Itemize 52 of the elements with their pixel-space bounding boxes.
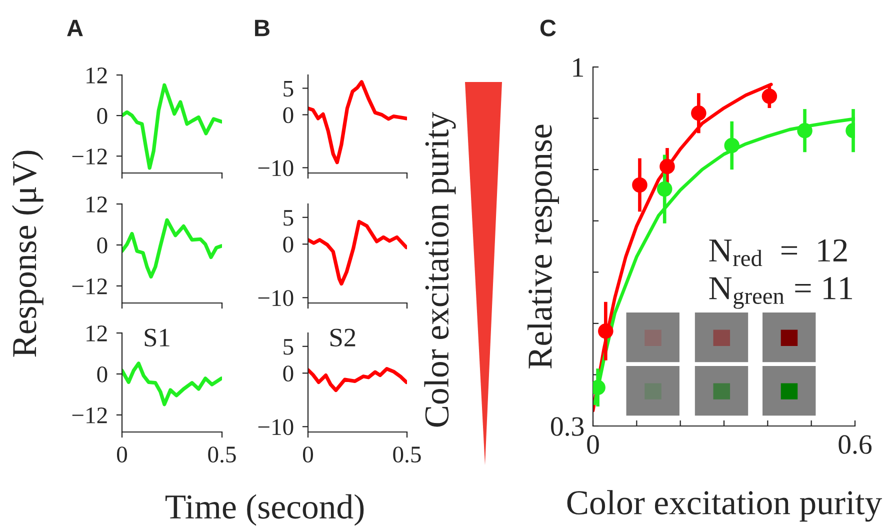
point [762,88,778,104]
x-axis-title: Color excitation purity [567,490,882,522]
y-tick-label: 0 [97,108,108,124]
annotation: N$_{red}$ = 12 [709,239,847,266]
y-tick-label: −12 [72,278,107,294]
chart-title: A [67,20,83,36]
line-series [308,367,407,392]
point [632,177,648,193]
y-tick-label: 0 [283,366,294,382]
y-axis-title: Relative response [527,124,559,368]
y-tick-label: 12 [86,196,107,212]
y-tick-label: −12 [72,407,107,424]
y-axis-title: Response (μV) [12,150,44,357]
x-tick-label: 0.5 [393,446,421,463]
annotation: S1 [144,328,170,347]
y-tick-label: −10 [258,419,294,436]
point [598,323,614,339]
x-tick-label: 0 [587,435,599,454]
annotation: S2 [330,328,356,347]
line-series [122,362,222,406]
y-tick-label: 12 [86,68,107,84]
annotation: N$_{green}$ = 11 [709,277,852,309]
y-tick-label: 0 [283,107,294,124]
y-tick-label: 5 [284,339,294,355]
point [691,106,706,121]
line-series [308,80,407,164]
y-tick-label: −12 [72,148,107,164]
y-tick-label: 1 [573,58,583,77]
line-series [122,218,222,279]
chart-title: C [540,20,556,36]
y-tick-label: −10 [258,290,294,306]
point [656,181,672,197]
point [724,138,740,154]
point [660,158,675,174]
chart-title: B [255,20,270,36]
y-tick-label: 0 [97,366,108,382]
x-tick-label: 0 [116,446,128,463]
y-tick-label: 5 [284,80,294,97]
y-tick-label: 5 [284,210,294,226]
x-tick-label: 0 [302,446,314,463]
line-series [122,83,222,170]
x-tick-label: 0.5 [208,446,236,463]
y-tick-label: 12 [86,326,107,342]
text: Time (second) [165,494,364,526]
y-tick-label: −10 [258,160,294,176]
y-tick-label: 0 [283,236,294,253]
y-tick-label: 0 [97,237,108,254]
y-tick-label: 0.3 [551,417,584,436]
point [797,122,812,138]
line-series [308,220,407,286]
x-tick-label: 0.6 [838,435,872,454]
text: Color excitation purity [424,112,456,427]
